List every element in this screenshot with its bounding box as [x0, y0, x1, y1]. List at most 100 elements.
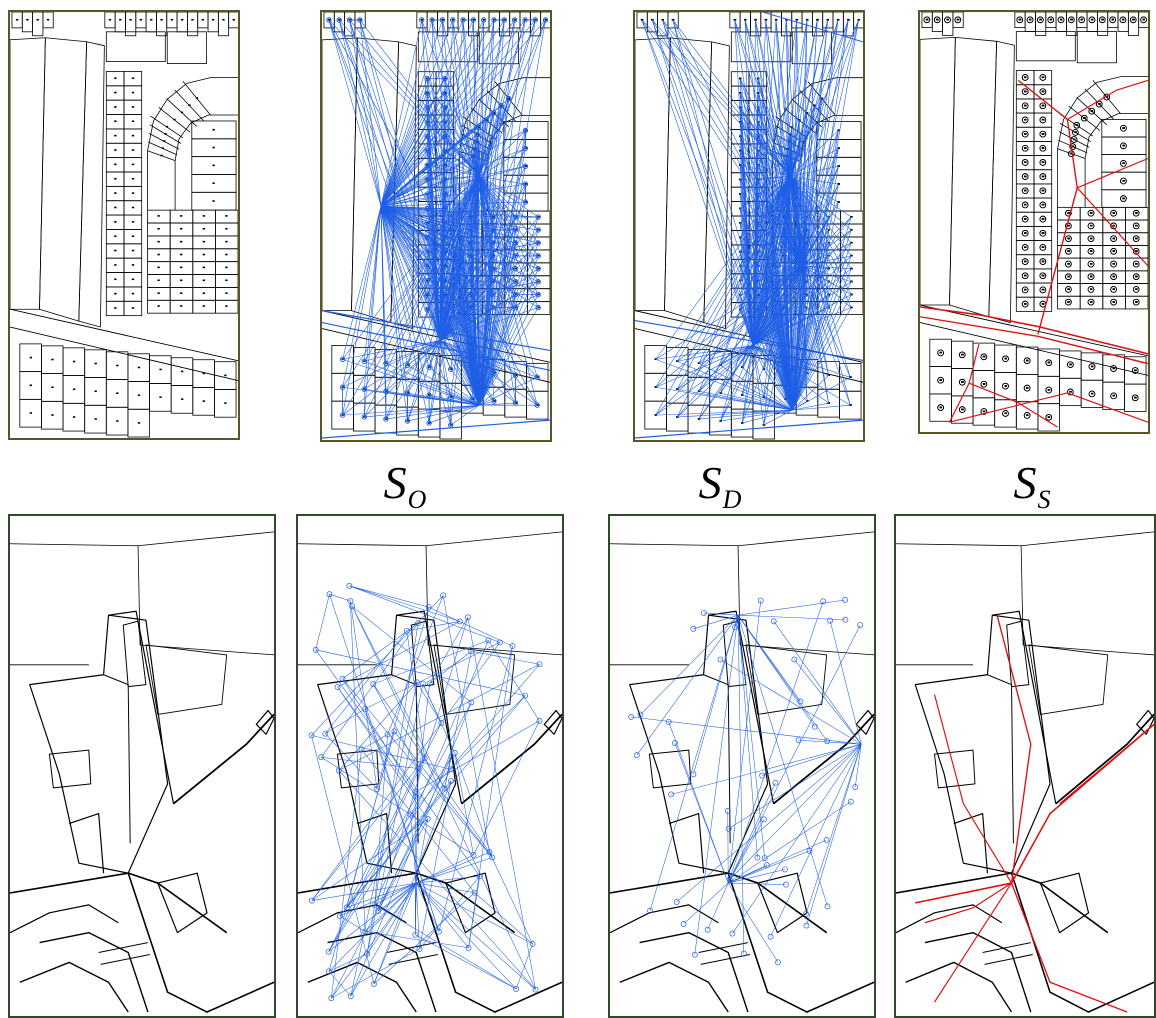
graph-node [414, 679, 420, 686]
graph-node [374, 785, 380, 792]
graph-node [535, 266, 541, 272]
graph-edge [478, 19, 526, 177]
rural-map-s-o-svg [298, 531, 562, 1013]
graph-node [456, 618, 463, 625]
parcel-label-mark [1067, 275, 1070, 278]
parcel-centroid-marker [1026, 16, 1034, 24]
graph-node [403, 627, 410, 634]
parcel-centroid-marker [1002, 382, 1009, 390]
graph-edge [720, 365, 793, 411]
graph-node [668, 791, 674, 798]
graph-edge [677, 409, 793, 418]
parcel-label-mark [1080, 18, 1084, 21]
graph-node [680, 921, 687, 927]
graph-edge [789, 176, 829, 376]
parcel-label-mark [1134, 396, 1137, 399]
parcel-centroid-marker [1078, 16, 1085, 24]
parcel-centroid-marker [954, 16, 962, 24]
parcel-label-mark [1047, 389, 1051, 391]
graph-edge [655, 176, 791, 388]
graph-edge [342, 404, 480, 416]
graph-edge [380, 183, 526, 207]
graph-edge [757, 93, 793, 411]
graph-edge [739, 92, 791, 177]
graph-edge [478, 19, 536, 177]
graph-node [370, 681, 377, 687]
parcel-label-mark [1026, 387, 1029, 389]
graph-edge [738, 599, 846, 616]
graph-edge [364, 882, 417, 932]
graph-edge [801, 19, 818, 266]
parcel-centroid-marker [1132, 273, 1140, 280]
parcel-centroid-marker [1132, 209, 1140, 217]
graph-node [791, 656, 798, 663]
graph-node [535, 227, 541, 233]
parcel-label-mark [764, 18, 768, 21]
graph-edge [439, 19, 464, 341]
road-bottom [727, 872, 874, 1013]
graph-edge [791, 268, 829, 411]
parcel-label-mark [1024, 303, 1027, 305]
parcel-centroid-marker [1039, 173, 1047, 180]
graph-edge [311, 735, 375, 985]
parcel-label-mark [661, 18, 664, 21]
parcel-label-mark [443, 92, 447, 94]
urban-map-s-o [320, 10, 552, 442]
graph-edge [752, 345, 851, 406]
parcel-centroid-marker [1088, 16, 1096, 24]
graph-node [326, 591, 333, 598]
road-diagonal-lower [920, 322, 1148, 376]
graph-edge [676, 176, 791, 418]
parcel-label-mark [443, 106, 447, 109]
graph-edge [798, 120, 803, 266]
parcel-label-mark [1060, 18, 1063, 21]
graph-edge [311, 818, 428, 901]
graph-edge [406, 621, 460, 632]
graph-edge [655, 386, 793, 411]
parcel-lot [1125, 295, 1148, 310]
parcel-centroid-marker [1132, 235, 1140, 242]
graph-edge [349, 19, 382, 207]
parcel-centroid-marker [958, 378, 966, 386]
graph-edge [328, 796, 417, 952]
graph-node [690, 625, 697, 632]
graph-edge [439, 19, 546, 341]
graph-edge [752, 251, 759, 346]
parcel-label-mark [157, 279, 160, 282]
parcel-centroid-marker [1120, 160, 1127, 167]
parcel-small [648, 749, 692, 789]
road-middle [896, 872, 1109, 934]
graph-node [534, 374, 540, 380]
parcel-centroid-marker [1120, 124, 1127, 132]
parcel-label-mark [850, 228, 853, 231]
graph-edge [727, 600, 762, 884]
graph-edge [439, 130, 526, 341]
parcel-central [914, 614, 1051, 874]
parcel-label-mark [1047, 361, 1051, 364]
parcel-centroid-marker [1039, 201, 1047, 209]
parcel-label-mark [114, 177, 117, 180]
parcel-top-row [540, 12, 550, 29]
graph-edge [416, 882, 475, 893]
graph-edge [478, 176, 539, 269]
red-path [1017, 79, 1078, 335]
parcel-label-mark [1122, 144, 1125, 147]
parcel-label-mark [1041, 246, 1045, 248]
parcel-block [105, 31, 166, 62]
graph-node [312, 646, 319, 653]
graph-edge [479, 175, 539, 218]
parcel-label-mark [159, 396, 162, 398]
graph-edge [788, 141, 793, 411]
graph-edge [479, 176, 539, 244]
graph-node [361, 358, 367, 364]
rural-map-s-s [894, 514, 1156, 1018]
graph-edge [727, 624, 861, 884]
parcel-label-mark [1024, 76, 1027, 79]
graph-edge [478, 105, 502, 177]
parcel-centroid-marker [1021, 187, 1029, 195]
caption-s-d: SD [660, 460, 780, 513]
graph-node [522, 692, 529, 699]
graph-edge [737, 615, 828, 907]
parcel-centroid-marker [1068, 16, 1075, 24]
graph-edge [479, 176, 539, 231]
